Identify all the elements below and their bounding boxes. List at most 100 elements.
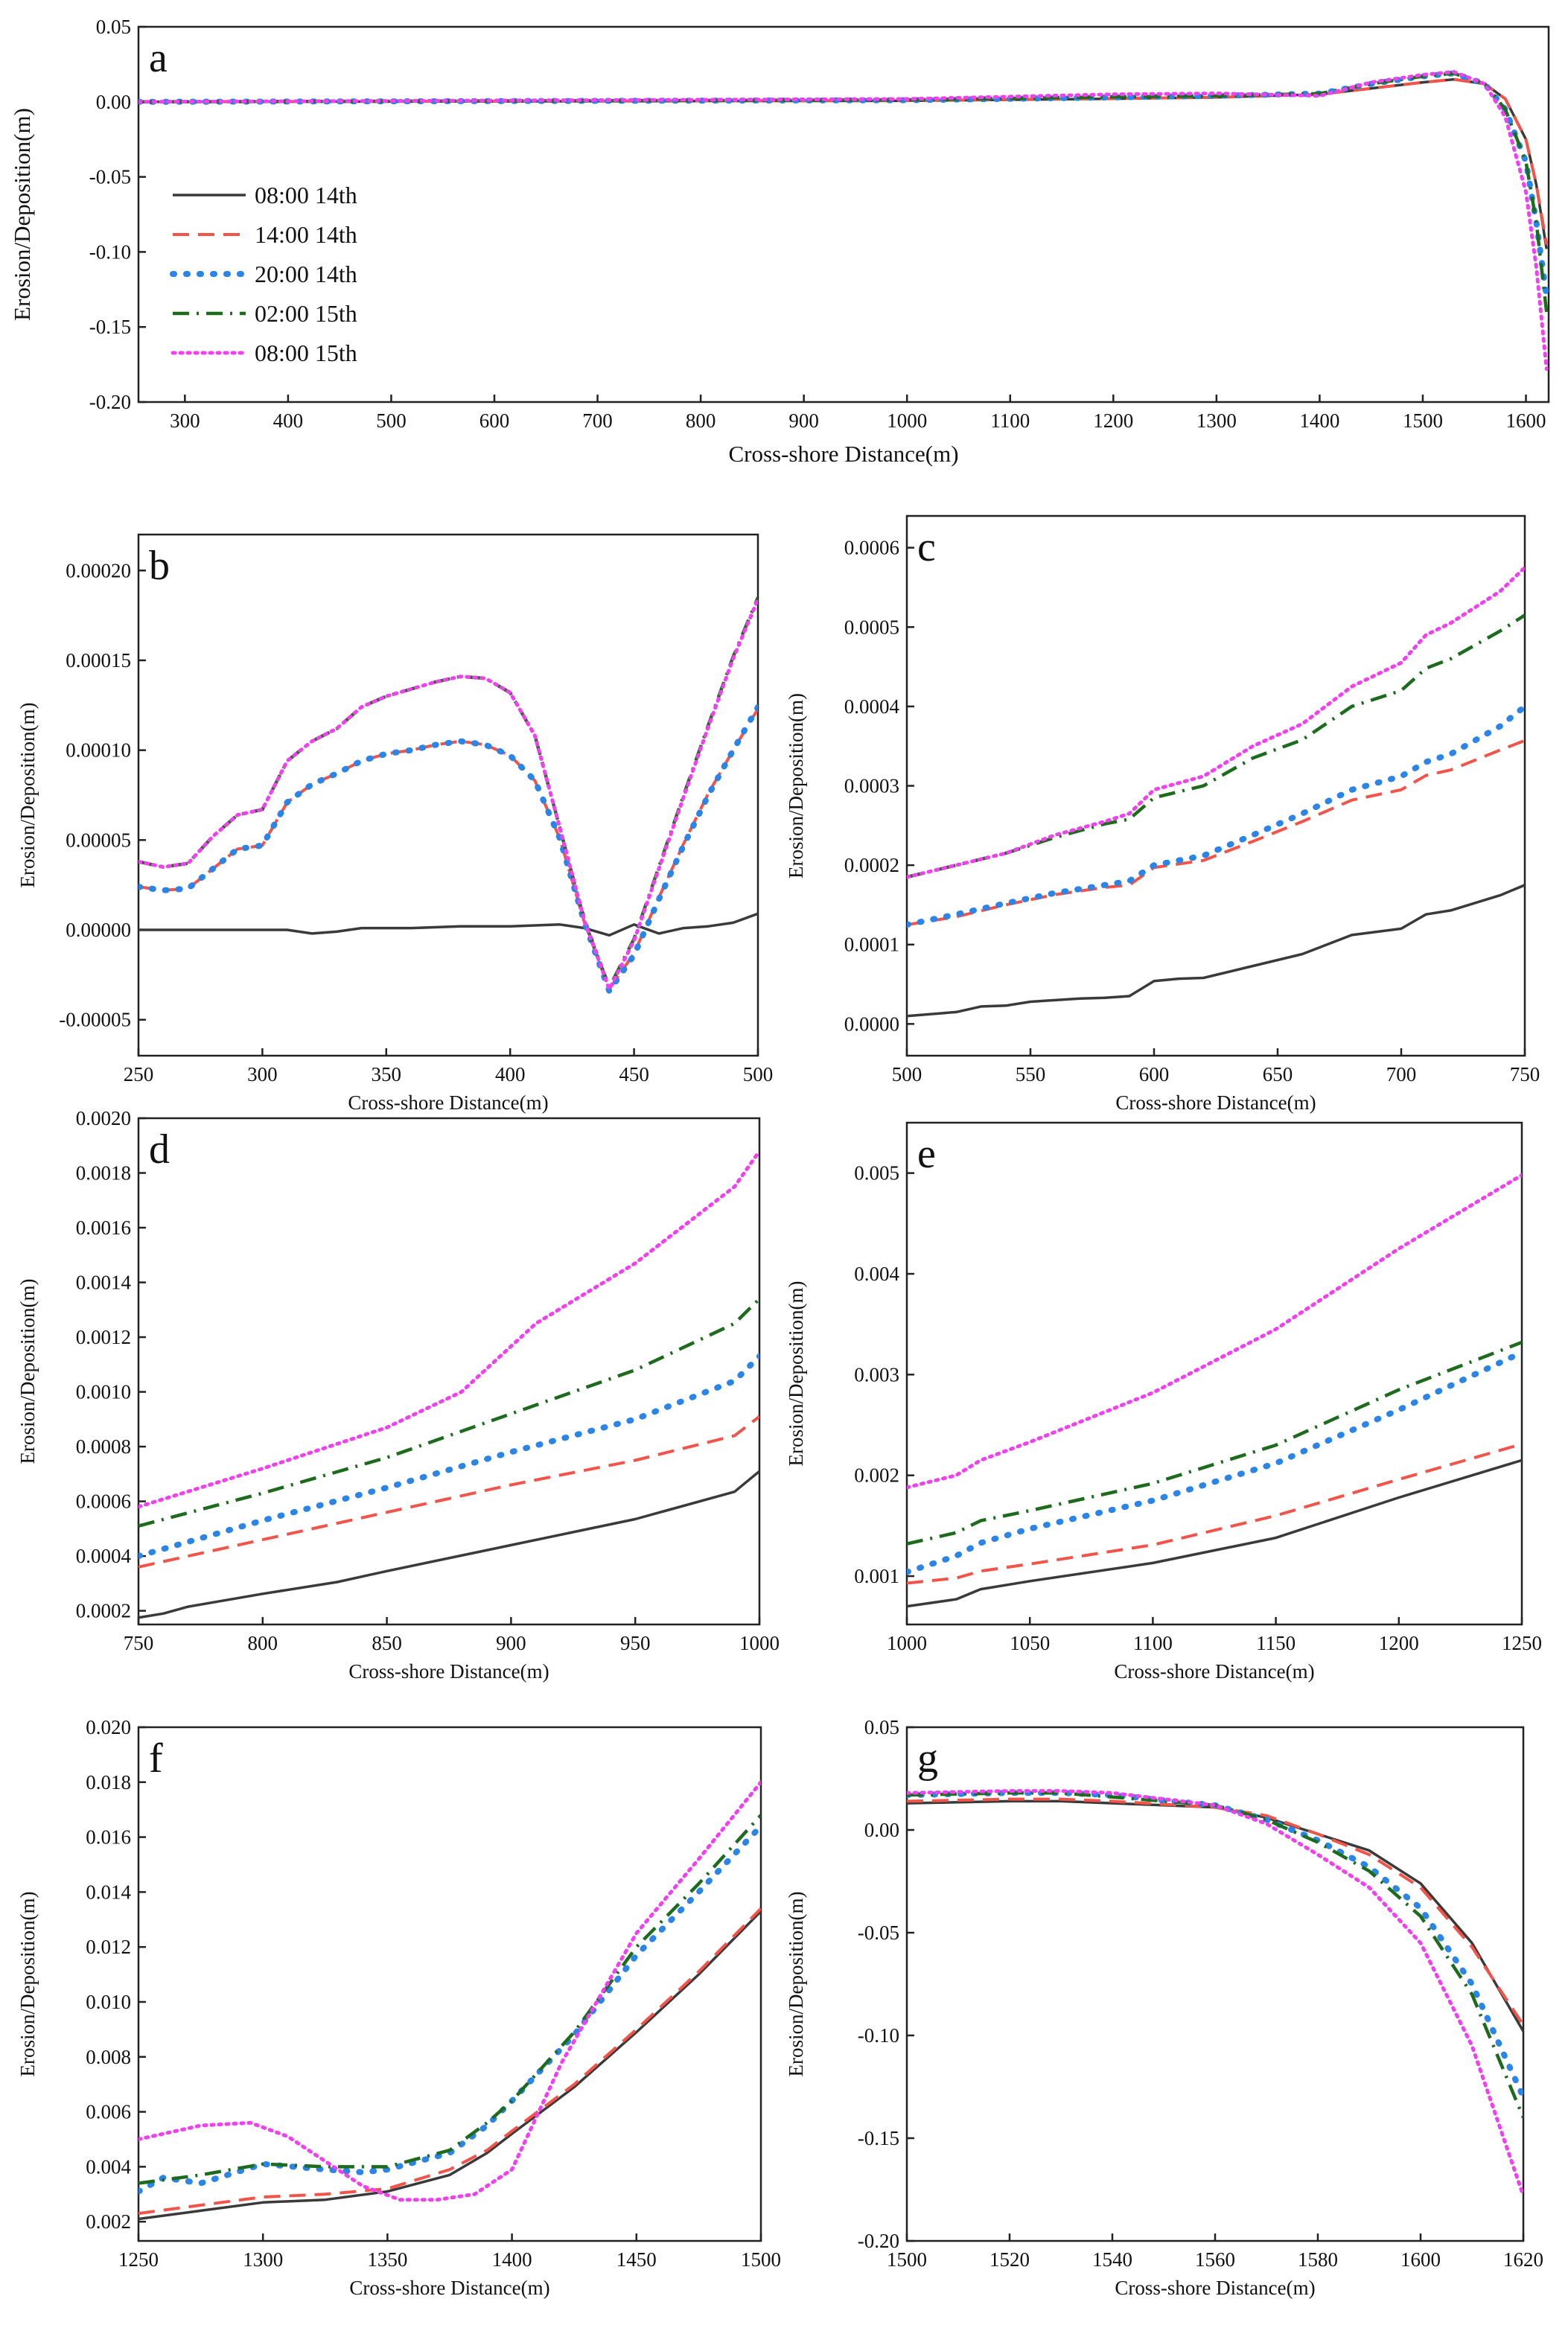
y-tick-label: 0.0000 xyxy=(844,1013,899,1035)
panel-a: 300 400 500 600 700 800 900 1000 1100 1200 1300 140… xyxy=(9,16,1550,467)
series-line-02-00-15th xyxy=(138,1298,759,1528)
x-tick-label: 1540 xyxy=(1092,2248,1132,2271)
series-line-08-00-14th xyxy=(138,912,758,937)
series-group xyxy=(138,1780,761,2221)
series-line-08-00-15th xyxy=(138,597,758,992)
x-tick-label: 1300 xyxy=(1196,409,1237,432)
y-tick-label: 0.010 xyxy=(86,1991,131,2013)
y-axis-title: Erosion/Deposition(m) xyxy=(16,703,39,888)
panel-d: 750 800 850 900 950 1000 0.0020 0.0018 0.0016 0.0… xyxy=(16,1107,780,1683)
panel-letter: f xyxy=(149,1735,163,1782)
y-tick-label: 0.0001 xyxy=(844,934,899,956)
series-line-02-00-15th xyxy=(907,613,1525,879)
panel-letter: a xyxy=(149,35,168,81)
series-line-14-00-14th xyxy=(907,1442,1522,1585)
x-tick-label: 650 xyxy=(1263,1063,1293,1085)
x-tick-label: 1500 xyxy=(1403,409,1443,432)
series-line-14-00-14th xyxy=(907,1797,1523,2027)
series-group xyxy=(138,1149,759,1619)
x-tick-label: 900 xyxy=(788,409,819,432)
x-axis-title: Cross-shore Distance(m) xyxy=(1115,1091,1316,1114)
legend-label: 08:00 14th xyxy=(255,182,357,208)
y-tick-label: 0.00005 xyxy=(66,829,131,851)
y-tick-label: 0.012 xyxy=(86,1936,131,1958)
series-line-08-00-15th xyxy=(138,1780,761,2202)
x-tick-label: 300 xyxy=(247,1063,278,1085)
y-tick-label: 0.008 xyxy=(86,2046,131,2068)
panel-letter: c xyxy=(917,524,936,570)
x-tick-label: 850 xyxy=(372,1632,402,1654)
x-tick-label: 1300 xyxy=(243,2248,283,2271)
x-tick-label: 400 xyxy=(495,1063,526,1085)
y-tick-label: 0.0004 xyxy=(76,1545,132,1567)
y-tick-label: 0.004 xyxy=(854,1263,899,1285)
series-line-08-00-15th xyxy=(138,1149,759,1509)
series-line-14-00-14th xyxy=(138,1907,761,2216)
panel-letter: b xyxy=(149,543,170,589)
panel-f: 1250 1300 1350 1400 1450 1500 0.020 0.018 0.016 0… xyxy=(16,1716,781,2299)
x-tick-label: 1100 xyxy=(1133,1632,1173,1654)
x-axis-title: Cross-shore Distance(m) xyxy=(1115,2277,1315,2299)
y-tick-label: -0.10 xyxy=(858,2024,899,2047)
series-group xyxy=(907,1789,1523,2198)
y-tick-label: 0.00 xyxy=(96,91,131,113)
series-line-02-00-15th xyxy=(138,1814,761,2185)
panel-letter: e xyxy=(917,1131,936,1177)
panel-b: 250 300 350 400 450 500 0.00020 0.00015 0.00010 0… xyxy=(16,533,774,1114)
y-tick-label: 0.0004 xyxy=(844,695,900,718)
legend-label: 08:00 15th xyxy=(255,339,357,366)
y-tick-label: 0.003 xyxy=(854,1363,899,1385)
panel-g: 1500 1520 1540 1560 1580 1600 1620 0.05 0.00 -0.0… xyxy=(785,1716,1543,2299)
y-tick-label: 0.00010 xyxy=(66,739,131,762)
x-axis-title: Cross-shore Distance(m) xyxy=(728,441,958,467)
y-tick-label: 0.0003 xyxy=(844,775,899,797)
series-line-20-00-14th xyxy=(907,1790,1523,2100)
y-tick-label: 0.020 xyxy=(86,1716,131,1738)
x-tick-label: 1100 xyxy=(990,409,1030,432)
x-tick-label: 500 xyxy=(743,1063,774,1085)
x-tick-label: 1200 xyxy=(1379,1632,1419,1654)
y-tick-label: 0.004 xyxy=(86,2155,131,2178)
series-line-08-00-14th xyxy=(907,1799,1523,2032)
series-line-20-00-14th xyxy=(138,1823,761,2195)
y-tick-label: -0.00005 xyxy=(59,1009,131,1031)
y-tick-label: 0.014 xyxy=(86,1881,131,1903)
plot-frame xyxy=(137,533,759,1057)
series-line-08-00-15th xyxy=(138,70,1549,372)
y-tick-label: 0.0018 xyxy=(76,1162,131,1184)
y-axis-title: Erosion/Deposition(m) xyxy=(785,693,807,878)
y-tick-label: 0.0010 xyxy=(76,1381,131,1403)
x-tick-label: 1520 xyxy=(989,2248,1030,2271)
x-axis-title: Cross-shore Distance(m) xyxy=(348,1091,548,1114)
panel-letter: d xyxy=(149,1126,170,1173)
y-tick-label: 0.006 xyxy=(86,2101,131,2123)
x-tick-label: 1500 xyxy=(887,2248,927,2271)
y-tick-label: -0.10 xyxy=(89,240,131,263)
series-group xyxy=(138,70,1549,372)
series-line-08-00-14th xyxy=(138,1910,761,2221)
series-line-08-00-15th xyxy=(907,1173,1522,1490)
plot-frame xyxy=(137,1117,761,1626)
y-tick-label: 0.016 xyxy=(86,1826,131,1849)
legend-label: 14:00 14th xyxy=(255,221,357,248)
x-tick-label: 1200 xyxy=(1093,409,1133,432)
series-line-08-00-15th xyxy=(907,1789,1523,2198)
x-tick-label: 500 xyxy=(892,1063,922,1085)
y-tick-label: 0.00015 xyxy=(66,649,131,672)
panel-letter: g xyxy=(917,1735,938,1782)
plot-frame xyxy=(905,1121,1523,1626)
series-group xyxy=(138,596,758,995)
y-tick-label: 0.018 xyxy=(86,1771,131,1793)
y-axis-title: Erosion/Deposition(m) xyxy=(16,1892,39,2077)
y-tick-label: -0.20 xyxy=(89,391,131,413)
x-tick-label: 1600 xyxy=(1400,2248,1441,2271)
x-tick-label: 700 xyxy=(1386,1063,1417,1085)
x-tick-label: 1000 xyxy=(887,1632,927,1654)
x-tick-label: 550 xyxy=(1016,1063,1046,1085)
x-tick-label: 350 xyxy=(372,1063,402,1085)
x-tick-label: 1600 xyxy=(1506,409,1546,432)
x-tick-label: 1450 xyxy=(616,2248,657,2271)
plot-frame xyxy=(137,1726,762,2242)
x-axis-title: Cross-shore Distance(m) xyxy=(348,1660,549,1683)
